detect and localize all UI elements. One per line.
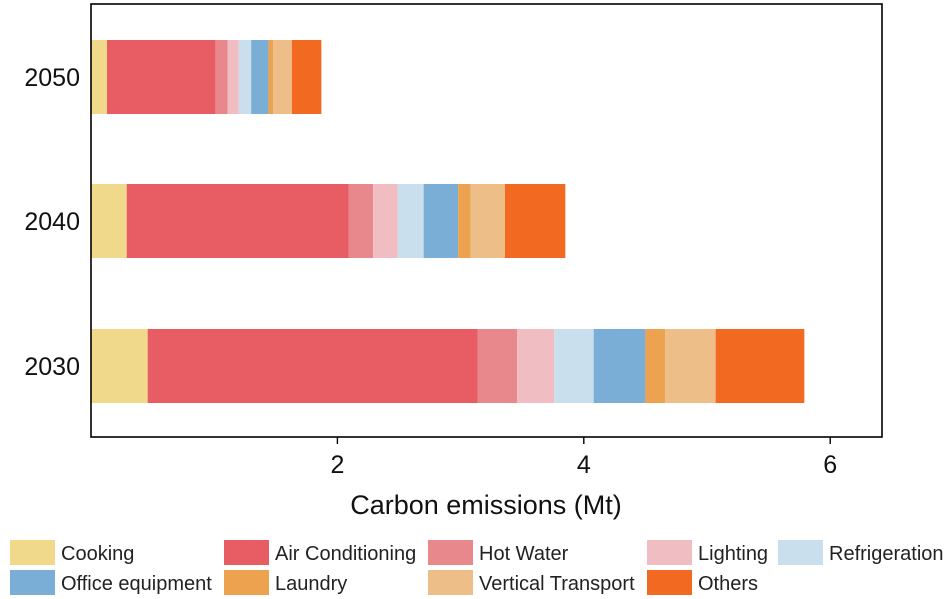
legend-swatch-hot-water — [428, 540, 473, 565]
legend-label-others: Others — [698, 573, 758, 595]
legend-label-office-equipment: Office equipment — [61, 573, 212, 595]
bar-2040-cooking — [91, 184, 127, 258]
legend-label-air-conditioning: Air Conditioning — [275, 543, 416, 565]
legend-label-laundry: Laundry — [275, 573, 347, 595]
bar-2040-office-equipment — [423, 184, 459, 258]
bar-2030-hot-water — [477, 329, 518, 403]
bar-2030-refrigeration — [554, 329, 594, 403]
bar-2050-office-equipment — [251, 40, 269, 114]
x-tick-label-4: 4 — [577, 451, 591, 479]
bar-2030-lighting — [517, 329, 555, 403]
bar-2040-others — [504, 184, 566, 258]
x-tick-label-2: 2 — [330, 451, 344, 479]
legend-label-lighting: Lighting — [698, 543, 768, 565]
bar-2030-laundry — [645, 329, 666, 403]
bar-2040-refrigeration — [397, 184, 424, 258]
bar-2030-air-conditioning — [147, 329, 478, 403]
bar-2050-lighting — [227, 40, 239, 114]
legend-label-refrigeration: Refrigeration — [829, 543, 944, 565]
bar-2050-air-conditioning — [107, 40, 216, 114]
legend-swatch-vertical-transport — [428, 570, 473, 595]
bar-2040-hot-water — [348, 184, 374, 258]
bars-layer — [91, 40, 805, 403]
legend-swatch-laundry — [224, 570, 269, 595]
y-tick-label-2030: 2030 — [24, 353, 80, 381]
bar-2030-vertical-transport — [665, 329, 716, 403]
bar-2030-others — [715, 329, 805, 403]
x-axis-title: Carbon emissions (Mt) — [350, 490, 622, 520]
bar-2050-vertical-transport — [273, 40, 292, 114]
legend-swatch-lighting — [647, 540, 692, 565]
y-tick-label-2040: 2040 — [24, 208, 80, 236]
y-tick-labels: 2050 2040 2030 — [24, 64, 80, 381]
legend-label-hot-water: Hot Water — [479, 543, 569, 565]
legend-swatch-others — [647, 570, 692, 595]
legend-swatch-cooking — [10, 540, 55, 565]
bar-2040-air-conditioning — [126, 184, 349, 258]
legend-swatch-air-conditioning — [224, 540, 269, 565]
plot-frame — [90, 3, 883, 438]
bar-2030-cooking — [91, 329, 148, 403]
legend: Cooking Air Conditioning Hot Water Lighting… — [10, 540, 944, 595]
bar-2050-others — [291, 40, 322, 114]
bar-2040-vertical-transport — [470, 184, 505, 258]
legend-swatch-office-equipment — [10, 570, 55, 595]
bar-2050-cooking — [91, 40, 108, 114]
bar-2050-refrigeration — [238, 40, 252, 114]
bar-2050-laundry — [268, 40, 274, 114]
x-tick-labels: 2 4 6 — [330, 437, 837, 479]
legend-label-vertical-transport: Vertical Transport — [479, 573, 635, 595]
legend-swatch-refrigeration — [778, 540, 823, 565]
x-tick-label-6: 6 — [823, 451, 837, 479]
bar-2030-office-equipment — [593, 329, 646, 403]
y-tick-label-2050: 2050 — [24, 64, 80, 92]
bar-2040-laundry — [458, 184, 471, 258]
bar-2040-lighting — [373, 184, 398, 258]
legend-label-cooking: Cooking — [61, 543, 134, 565]
bar-2050-hot-water — [215, 40, 228, 114]
